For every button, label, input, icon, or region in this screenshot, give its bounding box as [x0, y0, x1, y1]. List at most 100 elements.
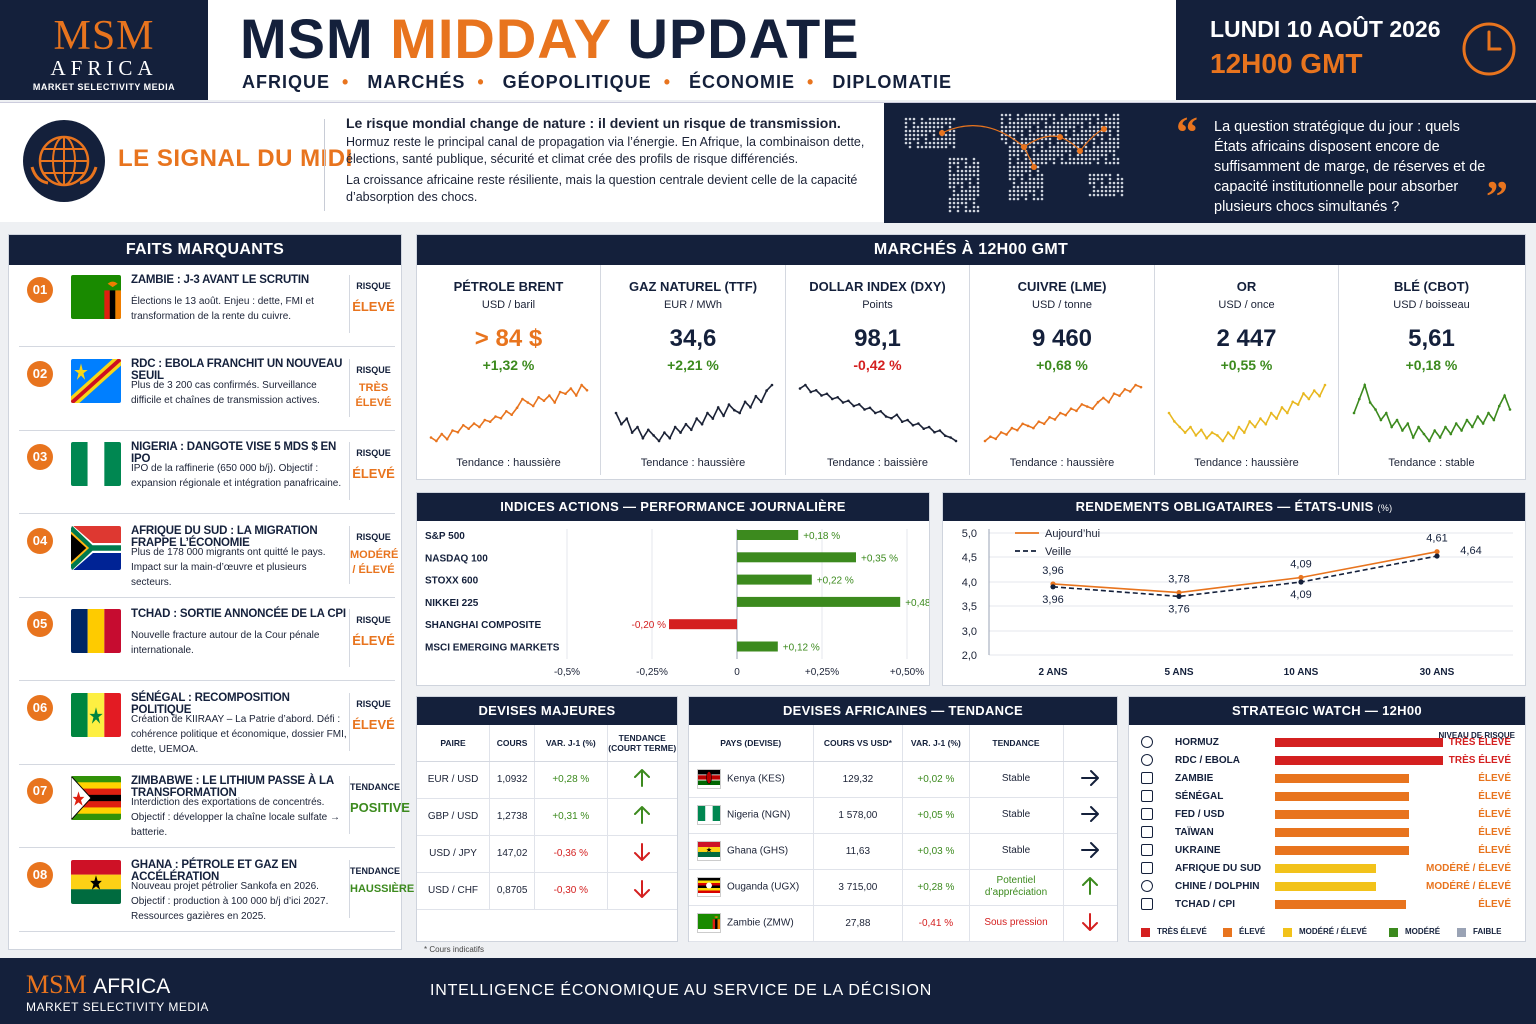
legend-label: ÉLEVÉ [1239, 927, 1266, 936]
footer-logo[interactable]: MSM AFRICA [26, 970, 170, 1000]
table-row[interactable]: GBP / USD 1,2738 +0,31 % [417, 798, 677, 836]
risk-bar [1275, 792, 1409, 801]
change-cell: +0,28 % [902, 869, 969, 906]
sparkline-point [1199, 428, 1203, 432]
watch-item[interactable]: HORMUZ TRÈS ÉLEVÉ [1141, 735, 1521, 751]
sparkline-point [890, 416, 893, 420]
footer: MSM AFRICA MARKET SELECTIVITY MEDIA INTE… [0, 958, 1536, 1024]
nav-item-marches[interactable]: MARCHÉS [367, 72, 466, 92]
table-row[interactable]: USD / JPY 147,02 -0,36 % [417, 835, 677, 873]
sparkline-point [1497, 404, 1501, 408]
market-card[interactable]: GAZ NATUREL (TTF) EUR / MWh 34,6 +2,21 % Ten… [602, 265, 786, 475]
watch-name: SÉNÉGAL [1175, 791, 1224, 802]
african-currencies-table: PAYS (DEVISE) COURS VS USD* VAR. J-1 (%)… [689, 725, 1117, 942]
sparkline-point [754, 394, 757, 398]
fait-item[interactable]: 08 GHANA : PÉTROLE ET GAZ EN ACCÉLÉRATION… [19, 850, 414, 932]
market-card[interactable]: OR USD / once 2 447 +0,55 % Tendance : hauss… [1155, 265, 1339, 475]
nav-item-afrique[interactable]: AFRIQUE [242, 72, 330, 92]
rate-cell: 27,88 [812, 905, 903, 942]
table-row[interactable]: Kenya (KES) 129,32 +0,02 % Stable [689, 761, 1117, 798]
trend-cell [606, 835, 677, 873]
nav-item-geopolitique[interactable]: GÉOPOLITIQUE [502, 72, 652, 92]
market-value: 34,6 [669, 325, 717, 352]
change-cell: +0,28 % [534, 761, 607, 799]
index-bar [669, 619, 737, 630]
watch-name: CHINE / DOLPHIN [1175, 881, 1260, 892]
watch-item[interactable]: SÉNÉGAL ÉLEVÉ [1141, 789, 1521, 805]
table-row[interactable]: Ghana (GHS) 11,63 +0,03 % Stable [689, 833, 1117, 870]
market-card[interactable]: PÉTROLE BRENT USD / baril > 84 $ +1,32 % Ten… [417, 265, 601, 475]
series-point [1434, 553, 1440, 559]
trend-arrow-cell [1062, 761, 1117, 798]
flag-icon [71, 442, 121, 486]
sparkline-point [1036, 420, 1040, 423]
table-row[interactable]: Nigeria (NGN) 1 578,00 +0,05 % Stable [689, 797, 1117, 834]
market-name: CUIVRE (LME) [1017, 279, 1107, 294]
fait-number: 04 [27, 527, 53, 554]
market-sparkline [1352, 382, 1511, 443]
sparkline-point [770, 383, 773, 387]
quote-open-icon: “ [1176, 108, 1198, 157]
market-name: GAZ NATUREL (TTF) [628, 279, 758, 294]
sparkline-point [456, 430, 460, 434]
logo[interactable]: MSM AFRICA MARKET SELECTIVITY MEDIA [0, 0, 208, 100]
market-change: +2,21 % [667, 357, 719, 373]
col-var: VAR. J-1 (%) [534, 725, 607, 762]
x-tick-label: +0,50% [890, 667, 924, 678]
watch-name: TCHAD / CPI [1175, 899, 1235, 910]
strategic-watch-title: STRATEGIC WATCH — 12H00 [1129, 697, 1525, 725]
watch-name: HORMUZ [1175, 737, 1219, 748]
watch-item[interactable]: FED / USD ÉLEVÉ [1141, 807, 1521, 823]
legend-label: Veille [1045, 546, 1071, 558]
fait-item[interactable]: 07 ZIMBABWE : LE LITHIUM PASSE À LA TRANS… [19, 766, 410, 848]
market-card[interactable]: DOLLAR INDEX (DXY) Points 98,1 -0,42 % Tenda… [786, 265, 970, 475]
watch-item[interactable]: CHINE / DOLPHIN MODÉRÉ / ÉLEVÉ [1141, 879, 1521, 895]
watch-item[interactable]: UKRAINE ÉLEVÉ [1141, 843, 1521, 859]
fait-item[interactable]: 05 TCHAD : SORTIE ANNONCÉE DE LA CPI Nouve… [19, 599, 395, 681]
fait-item[interactable]: 03 NIGERIA : DANGOTE VISE 5 MDS $ EN IPO I… [19, 432, 395, 514]
risk-bar [1275, 810, 1409, 819]
watch-item[interactable]: TCHAD / CPI ÉLEVÉ [1141, 897, 1521, 913]
date-box: LUNDI 10 AOÛT 2026 12H00 GMT [1176, 0, 1536, 100]
fait-item[interactable]: 06 SÉNÉGAL : RECOMPOSITION POLITIQUE Créat… [19, 683, 395, 765]
watch-item[interactable]: TAÏWAN ÉLEVÉ [1141, 825, 1521, 841]
sparkline-point [1368, 401, 1371, 404]
fait-item[interactable]: 01 ZAMBIE : J-3 AVANT LE SCRUTIN Élections… [19, 265, 395, 347]
sparkline-point [1010, 426, 1013, 430]
nav-item-economie[interactable]: ÉCONOMIE [689, 72, 796, 92]
market-sparkline [614, 383, 773, 443]
market-card[interactable]: BLÉ (CBOT) USD / boisseau 5,61 +0,18 % Tenda… [1340, 265, 1524, 475]
watch-item[interactable]: RDC / EBOLA TRÈS ÉLEVÉ [1141, 753, 1521, 769]
watch-item[interactable]: AFRIQUE DU SUD MODÉRÉ / ÉLEVÉ [1141, 861, 1521, 877]
african-currencies-panel: DEVISES AFRICAINES — TENDANCE PAYS (DEVI… [688, 696, 1118, 942]
table-row[interactable]: Ouganda (UGX) 3 715,00 +0,28 % Potentiel d’… [689, 869, 1117, 906]
risk-level: ÉLEVÉ [1478, 791, 1511, 802]
sparkline-point [521, 397, 524, 401]
world-map-graphic [884, 103, 1156, 223]
sparkline-point [711, 417, 714, 420]
table-row[interactable]: USD / CHF 0,8705 -0,30 % [417, 872, 677, 910]
watch-item[interactable]: ZAMBIE ÉLEVÉ [1141, 771, 1521, 787]
sparkline-point [542, 399, 546, 403]
market-card[interactable]: CUIVRE (LME) USD / tonne 9 460 +0,68 % Tenda… [971, 265, 1155, 475]
table-row[interactable]: Zambie (ZMW) 27,88 -0,41 % Sous pression [689, 905, 1117, 942]
fait-item[interactable]: 02 RDC : EBOLA FRANCHIT UN NOUVEAU SEUIL P… [19, 349, 395, 431]
nav-item-diplomatie[interactable]: DIPLOMATIE [832, 72, 953, 92]
risk-level: ÉLEVÉ [1478, 827, 1511, 838]
logo-main: MSM [53, 13, 155, 59]
sparkline-point [1210, 431, 1214, 434]
rate-cell: 129,32 [812, 761, 903, 798]
sparkline-point [716, 406, 720, 409]
sparkline-point [737, 411, 741, 415]
table-row[interactable]: EUR / USD 1,0932 +0,28 % [417, 761, 677, 799]
fait-item[interactable]: 04 AFRIQUE DU SUD : LA MIGRATION FRAPPE L… [19, 516, 398, 598]
sparkline-point [537, 395, 540, 399]
sparkline-point [429, 436, 433, 439]
x-tick-label: -0,25% [636, 667, 668, 678]
index-value-label: +0,12 % [783, 643, 820, 654]
clock-icon [1462, 22, 1516, 76]
major-currencies-table: PAIRE COURS VAR. J-1 (%) TENDANCE (COURT… [417, 725, 677, 910]
sparkline-point [1432, 429, 1436, 432]
series-point [1298, 579, 1304, 585]
trend-cell [606, 761, 677, 799]
